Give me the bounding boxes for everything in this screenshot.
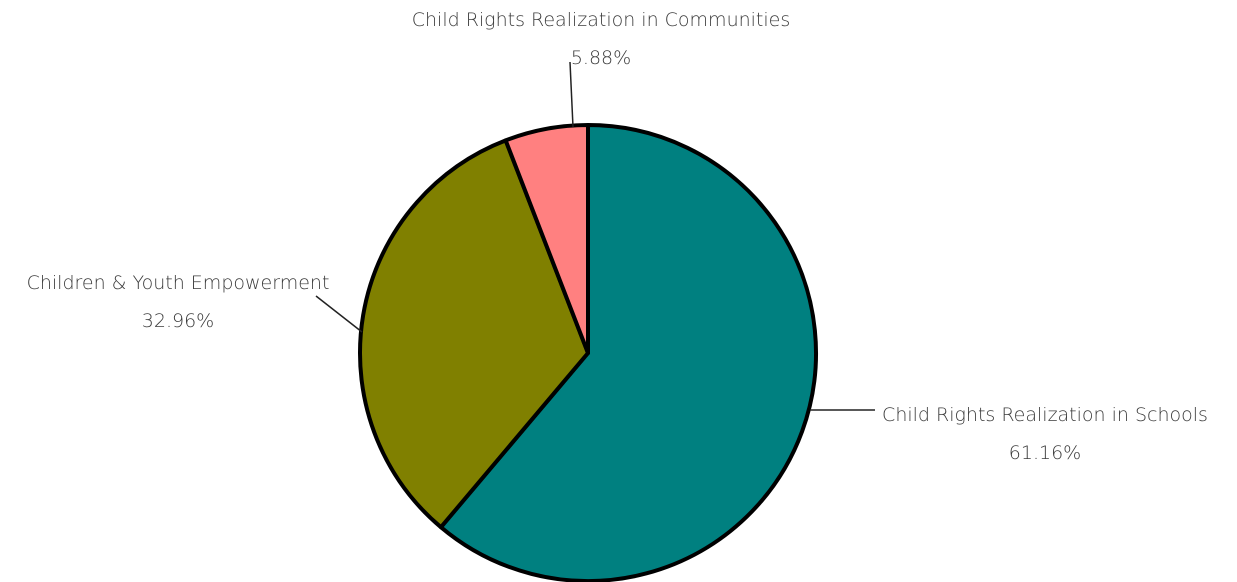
- leader-line-youth: [315, 295, 363, 333]
- pie-slice-youth: [358, 138, 590, 530]
- slice-label-communities-value: 5.88%: [571, 47, 631, 69]
- slice-label-schools-name: Child Rights Realization in Schools: [882, 404, 1208, 426]
- slice-label-schools-value: 61.16%: [1009, 442, 1081, 464]
- leader-line-communities: [569, 61, 574, 128]
- slice-label-youth-value: 32.96%: [142, 310, 214, 332]
- slice-label-communities-name: Child Rights Realization in Communities: [412, 9, 791, 31]
- pie-slices: [358, 123, 818, 582]
- pie-slice-communities: [503, 123, 590, 355]
- pie-slice-schools: [438, 123, 818, 582]
- slice-label-youth-name: Children & Youth Empowerment: [27, 272, 330, 294]
